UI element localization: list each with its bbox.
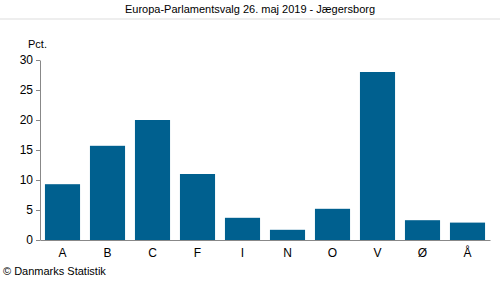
y-tick: 30 [20, 53, 40, 67]
x-tick-label: A [58, 246, 66, 260]
x-tick: B [103, 240, 111, 260]
annotation: © Danmarks Statistik [3, 265, 106, 277]
y-tick-label: 15 [20, 143, 34, 157]
bar [225, 218, 260, 240]
x-tick-label: V [373, 246, 381, 260]
y-tick-mark [36, 90, 40, 91]
bar [405, 220, 440, 240]
x-tick-label: O [328, 246, 337, 260]
y-label: Pct. [28, 38, 47, 50]
x-tick-label: C [148, 246, 157, 260]
y-tick-mark [36, 210, 40, 211]
bar [180, 174, 215, 240]
x-tick-label: Ø [418, 246, 427, 260]
x-tick: A [58, 240, 66, 260]
y-tick-mark [36, 60, 40, 61]
y-tick: 10 [20, 173, 40, 187]
y-axis: 0 5 10 15 20 25 30 [20, 53, 41, 247]
title-separator [0, 19, 500, 20]
bar [45, 184, 80, 240]
x-tick: C [148, 240, 157, 260]
x-tick-label: Å [463, 245, 471, 260]
y-tick-mark [36, 240, 40, 241]
y-tick-label: 30 [20, 53, 34, 67]
bar [270, 230, 305, 240]
y-tick-mark [36, 180, 40, 181]
bar [450, 223, 485, 240]
bars [45, 72, 485, 240]
x-axis: ABCFINOVØÅ [41, 240, 491, 260]
x-tick-label: F [194, 246, 201, 260]
bar [360, 72, 395, 240]
bar [315, 209, 350, 240]
y-tick-label: 20 [20, 113, 34, 127]
y-tick: 20 [20, 113, 40, 127]
x-tick: O [328, 240, 337, 260]
y-tick-mark [36, 120, 40, 121]
chart: Europa-Parlamentsvalg 26. maj 2019 - Jæg… [0, 0, 500, 282]
title: Europa-Parlamentsvalg 26. maj 2019 - Jæg… [125, 3, 375, 15]
x-axis-line [41, 240, 491, 241]
x-tick: Å [463, 240, 471, 260]
y-tick: 0 [26, 233, 40, 247]
x-tick-label: N [283, 246, 292, 260]
x-tick: I [241, 240, 244, 260]
x-tick: N [283, 240, 292, 260]
y-tick: 25 [20, 83, 40, 97]
y-tick-label: 0 [26, 233, 33, 247]
y-tick-label: 10 [20, 173, 34, 187]
bar [135, 120, 170, 240]
bar [90, 146, 125, 240]
y-tick-label: 25 [20, 83, 34, 97]
y-tick-mark [36, 150, 40, 151]
x-tick: F [194, 240, 201, 260]
x-tick: V [373, 240, 381, 260]
y-tick: 5 [26, 203, 40, 217]
x-tick-label: I [241, 246, 244, 260]
y-tick: 15 [20, 143, 40, 157]
x-tick: Ø [418, 240, 427, 260]
x-tick-label: B [103, 246, 111, 260]
y-axis-line [40, 61, 41, 241]
y-tick-label: 5 [26, 203, 33, 217]
